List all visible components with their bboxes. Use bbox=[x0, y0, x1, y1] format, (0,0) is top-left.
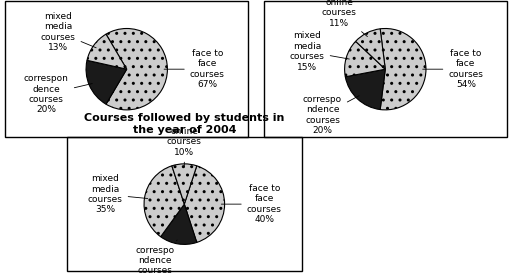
Text: online
courses
11%: online courses 11% bbox=[322, 0, 368, 37]
Text: mixed
media
courses
15%: mixed media courses 15% bbox=[290, 32, 349, 72]
Wedge shape bbox=[144, 166, 184, 237]
Text: face to
face
courses
67%: face to face courses 67% bbox=[164, 49, 225, 89]
Title: Courses followed by students in
the year of 2004: Courses followed by students in the year… bbox=[84, 113, 285, 135]
Wedge shape bbox=[86, 60, 127, 104]
Wedge shape bbox=[172, 164, 197, 204]
Text: correspo
ndence
courses
15%: correspo ndence courses 15% bbox=[136, 240, 177, 274]
Text: correspon
dence
courses
20%: correspon dence courses 20% bbox=[24, 74, 92, 114]
Wedge shape bbox=[345, 69, 386, 110]
Text: mixed
media
courses
13%: mixed media courses 13% bbox=[41, 12, 96, 52]
Text: online
courses
10%: online courses 10% bbox=[167, 127, 202, 167]
Text: mixed
media
courses
35%: mixed media courses 35% bbox=[88, 174, 148, 215]
Wedge shape bbox=[106, 28, 167, 110]
Wedge shape bbox=[184, 166, 225, 242]
Wedge shape bbox=[356, 29, 386, 69]
Wedge shape bbox=[161, 204, 197, 244]
Text: correspo
ndence
courses
20%: correspo ndence courses 20% bbox=[303, 95, 359, 135]
Wedge shape bbox=[345, 41, 386, 77]
Text: face to
face
courses
40%: face to face courses 40% bbox=[221, 184, 282, 224]
Wedge shape bbox=[87, 34, 127, 69]
Text: face to
face
courses
54%: face to face courses 54% bbox=[422, 49, 483, 89]
Wedge shape bbox=[380, 28, 426, 110]
